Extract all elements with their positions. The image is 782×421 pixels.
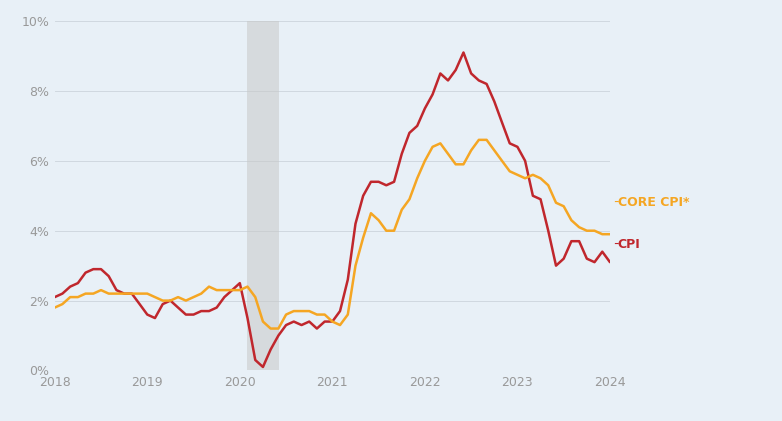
Text: CORE CPI*: CORE CPI* bbox=[618, 196, 689, 208]
Text: ╴: ╴ bbox=[614, 196, 622, 208]
Text: ╴: ╴ bbox=[614, 238, 622, 250]
Text: CPI: CPI bbox=[618, 238, 640, 250]
Bar bbox=[247, 21, 278, 370]
